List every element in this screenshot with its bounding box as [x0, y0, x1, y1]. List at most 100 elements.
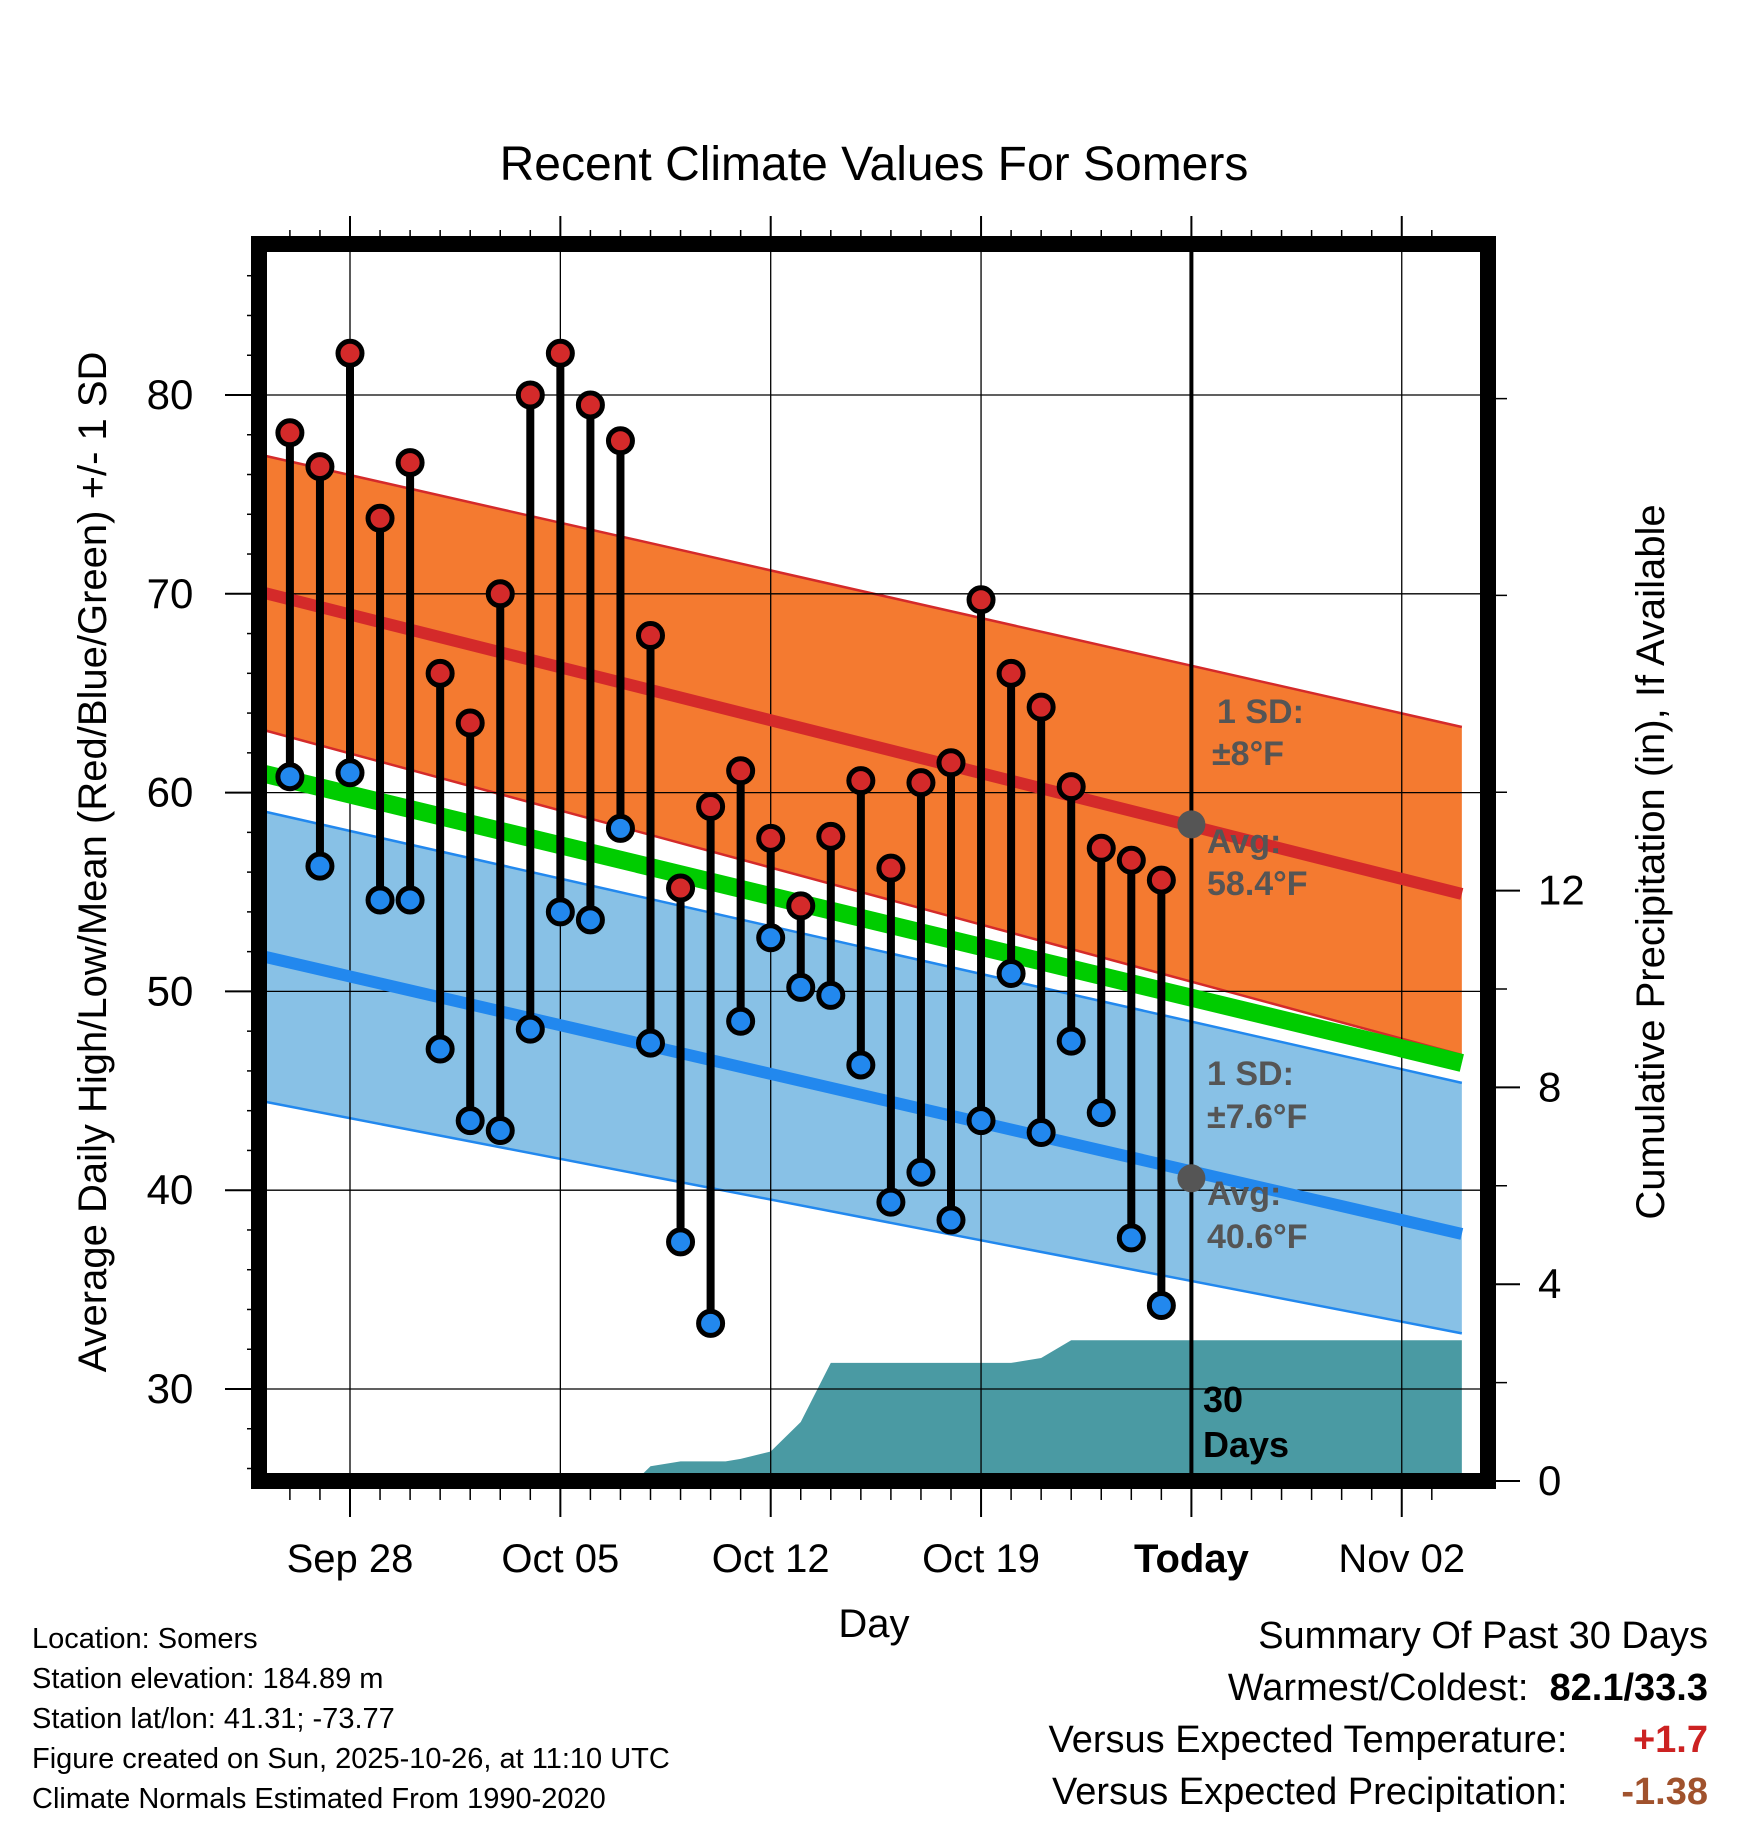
daily-low-point — [696, 1308, 726, 1338]
daily-high-point — [605, 426, 635, 456]
daily-high-point — [365, 503, 395, 533]
low-avg-line — [259, 949, 1464, 1240]
x-tick-label: Today — [1134, 1537, 1250, 1581]
y-tick-label-60: 60 — [147, 769, 194, 816]
daily-high-point — [666, 873, 696, 903]
high-avg-label: Avg: — [1207, 823, 1281, 861]
daily-high-point — [696, 792, 726, 822]
summary-warmest-row: Warmest/Coldest: 82.1/33.3 — [1228, 1667, 1708, 1710]
high-avg-line — [259, 585, 1464, 900]
footer-normals: Climate Normals Estimated From 1990-2020 — [32, 1783, 606, 1815]
daily-low-point — [515, 1014, 545, 1044]
daily-low-point — [575, 905, 605, 935]
daily-low-point — [1116, 1223, 1146, 1253]
plot-area — [259, 244, 1488, 1481]
chart-title: Recent Climate Values For Somers — [500, 138, 1249, 191]
daily-low-point — [786, 972, 816, 1002]
daily-high-point — [1116, 845, 1146, 875]
x-axis-label: Day — [838, 1602, 909, 1646]
precip-area — [635, 1340, 1462, 1481]
summary-precip-label: Versus Expected Precipitation: — [1052, 1771, 1568, 1813]
daily-high-point — [275, 418, 305, 448]
daily-high-point — [1026, 692, 1056, 722]
daily-low-point — [846, 1050, 876, 1080]
daily-high-point — [545, 338, 575, 368]
daily-low-point — [966, 1106, 996, 1136]
footer-latlon: Station lat/lon: 41.31; -73.77 — [32, 1703, 395, 1735]
daily-low-point — [425, 1034, 455, 1064]
footer-location: Location: Somers — [32, 1623, 258, 1655]
daily-low-point — [365, 885, 395, 915]
summary-temp-label: Versus Expected Temperature: — [1048, 1719, 1568, 1761]
daily-low-point — [395, 885, 425, 915]
x-tick-label: Oct 05 — [501, 1537, 619, 1581]
daily-low-point — [666, 1227, 696, 1257]
daily-low-point — [876, 1187, 906, 1217]
plot-frame — [251, 236, 1496, 1489]
y2-tick-label-0: 0 — [1538, 1457, 1561, 1504]
daily-low-point — [305, 851, 335, 881]
daily-low-point — [1026, 1118, 1056, 1148]
y-tick-label-70: 70 — [147, 570, 194, 617]
daily-high-point — [726, 756, 756, 786]
summary-warmest-label: Warmest/Coldest: — [1227, 1667, 1529, 1709]
daily-high-point — [786, 891, 816, 921]
low-sd-label: 1 SD: — [1207, 1055, 1294, 1093]
summary-precip-row: Versus Expected Precipitation: -1.38 — [1052, 1771, 1708, 1814]
daily-high-point — [395, 448, 425, 478]
daily-high-point — [425, 658, 455, 688]
x-tick-label: Oct 12 — [712, 1537, 830, 1581]
daily-high-point — [515, 380, 545, 410]
daily-high-point — [1146, 865, 1176, 895]
daily-high-point — [906, 768, 936, 798]
daily-low-point — [816, 980, 846, 1010]
low-avg-value: 40.6°F — [1207, 1218, 1308, 1256]
daily-high-point — [816, 821, 846, 851]
y2-axis-label: Cumulative Precipitation (in), If Availa… — [1629, 504, 1673, 1219]
y2-tick-label-4: 4 — [1538, 1260, 1561, 1307]
summary-temp-row: Versus Expected Temperature: +1.7 — [1049, 1719, 1708, 1762]
daily-high-point — [305, 452, 335, 482]
daily-high-point — [876, 853, 906, 883]
daily-low-point — [455, 1106, 485, 1136]
y-tick-label-50: 50 — [147, 967, 194, 1014]
daily-low-point — [996, 959, 1026, 989]
today-high-avg-marker — [1177, 810, 1206, 839]
high-sd-value: ±8°F — [1212, 735, 1284, 773]
daily-high-point — [1056, 772, 1086, 802]
x-tick-label: Oct 19 — [922, 1537, 1040, 1581]
daily-low-point — [605, 813, 635, 843]
high-sd-label: 1 SD: — [1217, 693, 1304, 731]
daily-high-point — [936, 748, 966, 778]
daily-low-point — [756, 923, 786, 953]
daily-high-point — [636, 621, 665, 651]
y2-tick-label-8: 8 — [1538, 1063, 1561, 1110]
daily-high-point — [575, 390, 605, 420]
daily-low-point — [726, 1006, 756, 1036]
daily-high-point — [756, 823, 786, 853]
low-sd-value: ±7.6°F — [1207, 1098, 1307, 1136]
summary-title: Summary Of Past 30 Days — [1258, 1615, 1708, 1657]
daily-low-point — [275, 762, 305, 792]
daily-low-point — [636, 1028, 665, 1058]
high-sd-band-upper — [259, 453, 1463, 729]
high-avg-value: 58.4°F — [1207, 865, 1308, 903]
daily-low-point — [1146, 1291, 1176, 1321]
daily-low-point — [1086, 1098, 1116, 1128]
y-tick-label-30: 30 — [147, 1365, 194, 1412]
today-days-label: 30 — [1203, 1379, 1243, 1420]
footer-elevation: Station elevation: 184.89 m — [32, 1663, 384, 1695]
y2-tick-label-12: 12 — [1538, 867, 1585, 914]
daily-low-point — [906, 1157, 936, 1187]
summary-temp-value: +1.7 — [1632, 1719, 1708, 1761]
daily-high-point — [996, 658, 1026, 688]
daily-low-point — [1056, 1026, 1086, 1056]
daily-low-point — [545, 897, 575, 927]
x-tick-label: Nov 02 — [1338, 1537, 1465, 1581]
y-tick-label-80: 80 — [147, 371, 194, 418]
low-avg-label: Avg: — [1207, 1175, 1281, 1213]
daily-high-point — [846, 766, 876, 796]
footer-created: Figure created on Sun, 2025-10-26, at 11… — [32, 1743, 670, 1775]
summary-precip-value: -1.38 — [1621, 1771, 1708, 1813]
x-tick-label: Sep 28 — [287, 1537, 414, 1581]
